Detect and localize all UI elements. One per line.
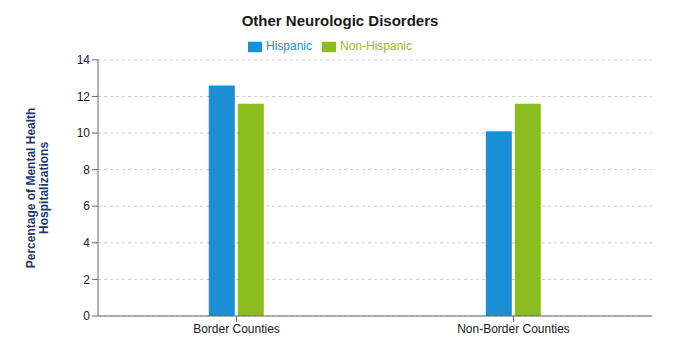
svg-text:2: 2 — [83, 273, 90, 287]
svg-text:0: 0 — [83, 309, 90, 323]
svg-text:8: 8 — [83, 163, 90, 177]
svg-text:10: 10 — [77, 126, 91, 140]
html-text:Other Neurologic Disorders: Other Neurologic Disorders — [241, 12, 439, 29]
svg-text:Non-Border Counties: Non-Border Counties — [457, 322, 570, 336]
html-text:Hispanic: Hispanic — [266, 39, 312, 53]
svg-text:14: 14 — [77, 53, 91, 67]
svg-text:Border Counties: Border Counties — [193, 322, 280, 336]
svg-text:Percentage of Mental HealthHos: Percentage of Mental HealthHospitalizati… — [25, 108, 52, 269]
html-text:Non-Hispanic: Non-Hispanic — [340, 39, 412, 53]
svg-text:12: 12 — [77, 90, 91, 104]
svg-text:6: 6 — [83, 199, 90, 213]
svg-text:4: 4 — [83, 236, 90, 250]
